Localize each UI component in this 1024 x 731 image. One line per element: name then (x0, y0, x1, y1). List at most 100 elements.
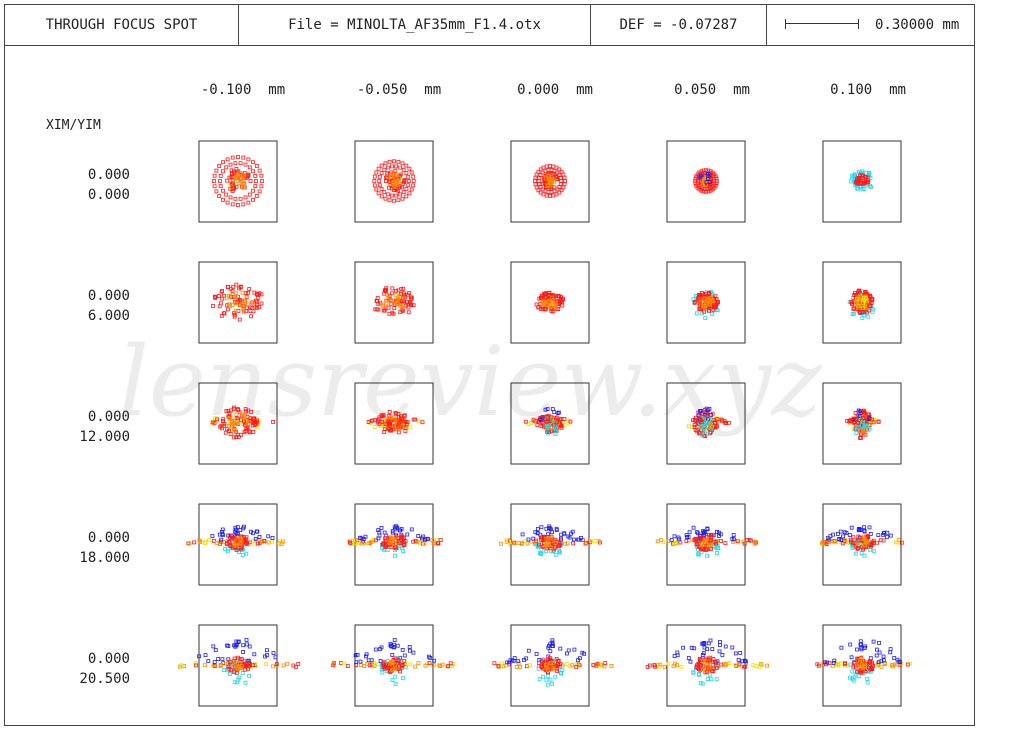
row-axis-label: XIM/YIM (46, 118, 101, 133)
spot-point (556, 662, 560, 667)
spot-point (390, 286, 395, 291)
spot-point (700, 433, 705, 438)
spot-point (538, 190, 543, 195)
spot-point (703, 670, 708, 675)
spot-point (712, 305, 716, 310)
spot-point (394, 193, 399, 198)
spot-point (386, 419, 391, 424)
spot-point (264, 662, 269, 666)
spot-point (403, 664, 408, 669)
spot-point (860, 423, 864, 428)
spot-point (408, 425, 413, 430)
spot-point (872, 549, 876, 553)
spot-point (243, 195, 248, 200)
spot-point (730, 645, 735, 650)
spot-point (536, 179, 541, 183)
spot-point (409, 295, 414, 300)
xim-value: 0.000 (87, 409, 130, 425)
spot-point (217, 164, 222, 168)
spot-point (220, 527, 225, 532)
spot-point (210, 304, 215, 308)
spot-point (546, 658, 550, 663)
spot-point (234, 531, 239, 535)
spot-point (499, 541, 503, 546)
spot-point (857, 288, 861, 293)
spot-point (871, 541, 876, 546)
spot-point (400, 161, 405, 166)
spot-point (556, 658, 561, 663)
spot-point (257, 305, 262, 310)
spot-point (559, 671, 564, 676)
spot-point (373, 307, 378, 312)
spot-point (896, 659, 901, 664)
spot-point (548, 677, 553, 682)
file-name: File = MINOLTA_AF35mm_F1.4.otx (239, 5, 591, 45)
spot-point (223, 547, 227, 551)
xim-value: 0.000 (87, 167, 130, 183)
spot-box (354, 382, 434, 465)
spot-point (404, 422, 409, 427)
spot-point (400, 196, 405, 201)
spot-point (705, 677, 710, 681)
spot-point (251, 663, 255, 668)
spot-point (355, 652, 360, 657)
spot-cell (666, 261, 746, 344)
spot-point (893, 540, 898, 545)
spot-point (237, 661, 242, 666)
spot-point (708, 425, 713, 430)
spot-point (391, 536, 395, 541)
spot-point (219, 537, 224, 542)
spot-point (546, 645, 551, 650)
spot-point (216, 657, 221, 661)
spot-point (701, 416, 706, 421)
spot-point (855, 670, 859, 674)
spot-point (534, 652, 539, 656)
spot-point (705, 537, 709, 542)
spot-point (868, 295, 873, 299)
spot-point (867, 669, 872, 674)
spot-point (859, 551, 864, 555)
spot-point (236, 407, 241, 412)
spot-point (709, 412, 713, 417)
spot-point (262, 539, 267, 544)
spot-point (390, 529, 395, 534)
spot-point (445, 664, 450, 669)
spot-point (233, 196, 238, 201)
spot-point (390, 310, 395, 315)
spot-point (378, 659, 383, 663)
spot-point (382, 424, 387, 428)
spot-point (406, 183, 411, 188)
spot-point (241, 202, 246, 207)
spot-point (537, 542, 541, 547)
spot-point (394, 164, 399, 169)
spot-point (827, 661, 832, 665)
spot-point (875, 647, 879, 652)
spot-point (237, 544, 242, 549)
spot-point (276, 541, 281, 546)
spot-point (549, 539, 554, 543)
spot-point (704, 548, 708, 552)
spot-point (249, 314, 254, 319)
spot-point (437, 663, 442, 668)
spot-point (862, 534, 866, 539)
spot-point (214, 541, 219, 545)
spot-point (548, 183, 553, 188)
spot-point (401, 286, 406, 291)
spot-point (553, 540, 558, 545)
spot-point (552, 177, 556, 182)
spot-point (557, 410, 561, 415)
spot-point (431, 541, 436, 546)
spot-point (727, 420, 731, 425)
spot-point (259, 184, 264, 189)
spot-point (570, 529, 575, 534)
spot-point (717, 649, 722, 654)
spot-point (862, 646, 867, 650)
spot-point (398, 669, 403, 674)
spot-point (387, 159, 392, 164)
spot-point (544, 677, 549, 682)
spot-point (270, 536, 275, 540)
spot-point (382, 167, 387, 172)
spot-point (407, 648, 412, 653)
spot-point (825, 660, 830, 665)
